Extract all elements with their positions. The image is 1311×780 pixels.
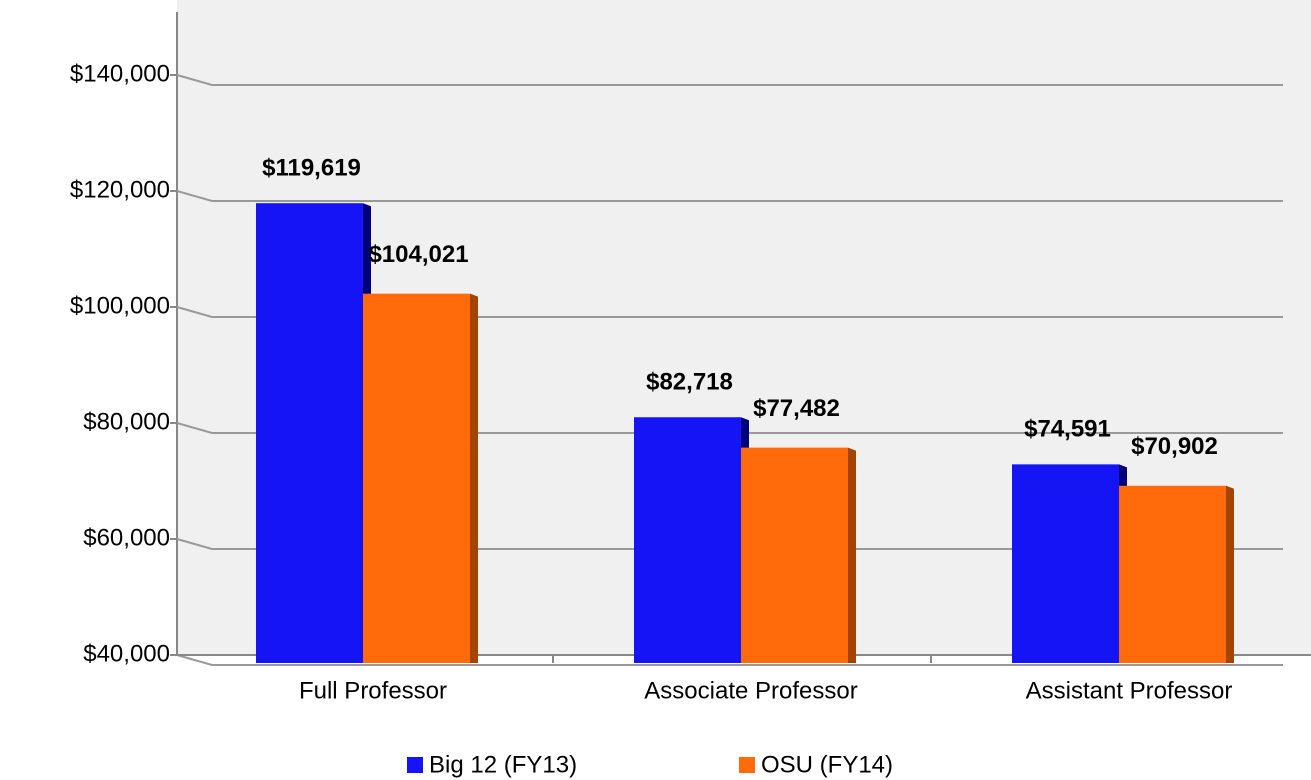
grid-line	[176, 538, 1283, 550]
legend-swatch	[407, 757, 423, 773]
grid-line	[176, 190, 1283, 202]
value-label: $74,591	[1024, 416, 1111, 443]
legend-swatch	[739, 757, 755, 773]
x-tick-label: Full Professor	[299, 677, 447, 704]
bar-side	[848, 447, 856, 663]
value-label: $70,902	[1131, 433, 1218, 460]
y-tick-label: $120,000	[70, 176, 170, 203]
value-label: $82,718	[646, 369, 733, 396]
grid-line	[176, 422, 1283, 434]
bar-side	[470, 293, 478, 663]
y-tick-label: $80,000	[83, 408, 170, 435]
y-tick-label: $140,000	[70, 60, 170, 87]
value-label: $77,482	[753, 395, 840, 422]
bar	[256, 203, 363, 664]
grid-line	[176, 74, 1283, 86]
value-label: $104,021	[368, 241, 468, 268]
bar	[741, 447, 848, 663]
grid-line	[176, 654, 1283, 666]
value-label: $119,619	[262, 155, 361, 182]
y-tick-label: $60,000	[83, 524, 170, 551]
bar	[363, 293, 470, 663]
bar	[634, 417, 741, 663]
bar-side	[1226, 485, 1234, 663]
x-tick-label: Assistant Professor	[1026, 677, 1233, 704]
bar	[1119, 485, 1226, 663]
grid-line	[176, 306, 1283, 318]
legend-label: OSU (FY14)	[761, 751, 893, 778]
legend-label: Big 12 (FY13)	[429, 751, 577, 778]
bar	[1012, 464, 1119, 663]
x-tick-label: Associate Professor	[644, 677, 857, 704]
y-tick-label: $40,000	[83, 640, 170, 667]
y-tick-label: $100,000	[70, 292, 170, 319]
